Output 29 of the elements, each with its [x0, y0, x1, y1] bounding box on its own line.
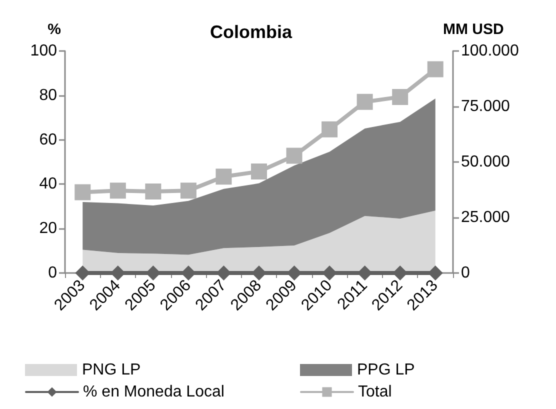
point: [216, 168, 232, 185]
y-tick-label: 60: [39, 131, 58, 148]
y2-tick-label: 50.000: [461, 154, 510, 170]
point: [286, 148, 302, 164]
point: [392, 88, 408, 105]
y2-tick-label: 0: [461, 264, 470, 282]
chart-title: Colombia: [210, 22, 293, 42]
y2-tick-label: 25.000: [461, 209, 510, 226]
point: [74, 184, 91, 200]
legend-label: PPG LP: [357, 362, 415, 378]
y-tick-label: 80: [39, 86, 58, 104]
point: [110, 182, 126, 199]
point: [180, 182, 196, 199]
y2-axis-title: MM USD: [443, 21, 504, 38]
y-tick-label: 40: [39, 176, 58, 193]
point: [251, 164, 267, 180]
point: [356, 94, 373, 110]
point: [322, 121, 338, 138]
y-tick-label: 20: [39, 220, 58, 238]
y2-tick-label: 100.000: [461, 42, 519, 60]
point: [145, 184, 162, 200]
legend-label: % en Moneda Local: [83, 384, 224, 400]
y-axis-title: %: [48, 21, 61, 38]
legend-label: PNG LP: [82, 362, 141, 378]
y-tick-label: 0: [48, 264, 58, 282]
point: [427, 61, 444, 78]
legend-label: Total: [358, 384, 392, 400]
y-tick-label: 100: [30, 42, 58, 60]
y2-tick-label: 75.000: [461, 98, 510, 115]
